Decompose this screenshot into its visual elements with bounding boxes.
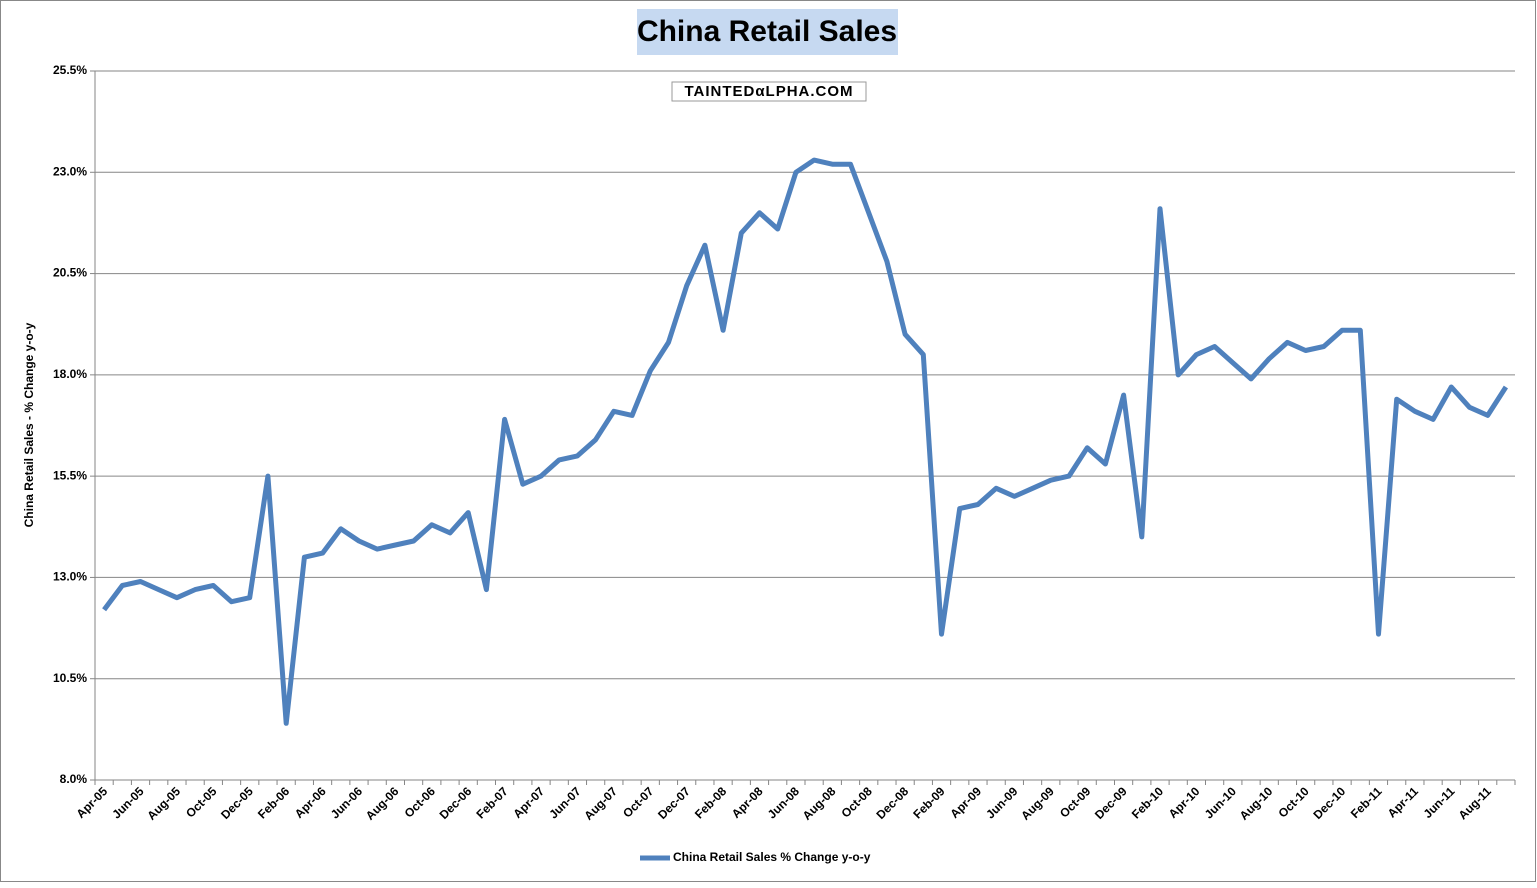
watermark: TAINTEDαLPHA.COM [684, 83, 853, 100]
y-tick-label: 15.5% [53, 468, 87, 482]
title-background [637, 9, 898, 55]
chart-title: China Retail Sales [637, 15, 897, 48]
y-tick-label: 23.0% [53, 164, 87, 178]
y-tick-label: 8.0% [60, 772, 88, 786]
y-tick-label: 20.5% [53, 266, 87, 280]
watermark-box [671, 81, 867, 102]
y-tick-label: 25.5% [53, 63, 87, 77]
y-tick-label: 13.0% [53, 570, 87, 584]
y-tick-label: 10.5% [53, 671, 87, 685]
y-axis-label: China Retail Sales - % Change y-o-y [22, 322, 36, 527]
data-line [102, 157, 1509, 726]
legend-label: China Retail Sales % Change y-o-y [673, 850, 871, 864]
y-tick-label: 18.0% [53, 367, 87, 381]
